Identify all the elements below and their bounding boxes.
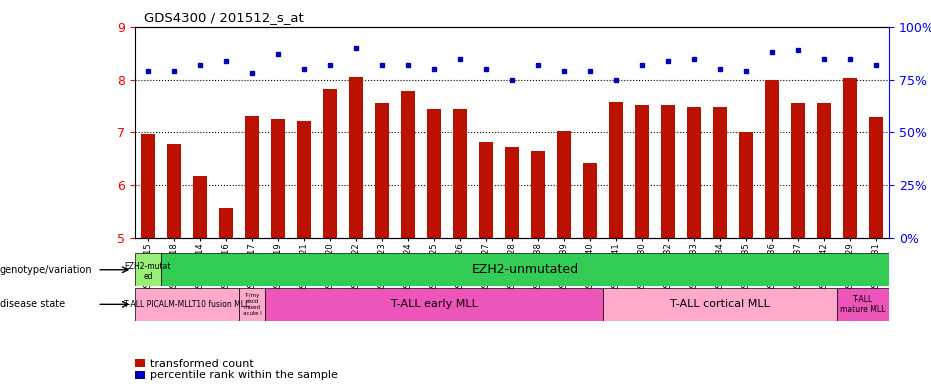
Text: EZH2-unmutated: EZH2-unmutated xyxy=(471,263,578,276)
Bar xyxy=(401,91,415,238)
Bar xyxy=(557,131,572,238)
Bar xyxy=(531,151,546,238)
Bar xyxy=(452,109,467,238)
Bar xyxy=(297,121,311,238)
Text: transformed count: transformed count xyxy=(150,359,253,369)
Bar xyxy=(791,103,805,238)
Bar xyxy=(837,288,889,321)
Bar xyxy=(713,107,727,238)
Bar xyxy=(505,147,519,238)
Bar xyxy=(869,117,884,238)
Bar xyxy=(661,105,675,238)
Bar xyxy=(219,208,233,238)
Bar xyxy=(323,89,337,238)
Bar xyxy=(349,77,363,238)
Bar xyxy=(193,176,208,238)
Bar xyxy=(583,162,597,238)
Bar xyxy=(816,103,831,238)
Text: T-ALL
mature MLL: T-ALL mature MLL xyxy=(841,295,885,314)
Bar xyxy=(479,142,493,238)
Bar xyxy=(739,132,753,238)
Bar xyxy=(603,288,837,321)
Bar xyxy=(141,134,155,238)
Bar xyxy=(427,109,441,238)
Bar xyxy=(687,107,701,238)
Bar xyxy=(265,288,603,321)
Text: disease state: disease state xyxy=(0,299,65,310)
Bar xyxy=(135,253,161,286)
Bar xyxy=(843,78,857,238)
Text: T-ALL cortical MLL: T-ALL cortical MLL xyxy=(670,299,770,310)
Bar xyxy=(765,80,779,238)
Bar xyxy=(271,119,285,238)
Bar xyxy=(239,288,265,321)
Text: T-/my
eloid
mixed
acute l: T-/my eloid mixed acute l xyxy=(243,293,262,316)
Text: GDS4300 / 201512_s_at: GDS4300 / 201512_s_at xyxy=(144,12,304,25)
Bar xyxy=(609,103,623,238)
Bar xyxy=(245,116,259,238)
Text: percentile rank within the sample: percentile rank within the sample xyxy=(150,370,338,380)
Bar xyxy=(167,144,182,238)
Text: EZH2-mutat
ed: EZH2-mutat ed xyxy=(125,262,171,281)
Text: T-ALL PICALM-MLLT10 fusion MLL: T-ALL PICALM-MLLT10 fusion MLL xyxy=(125,300,250,309)
Bar xyxy=(375,103,389,238)
Text: genotype/variation: genotype/variation xyxy=(0,265,92,275)
Bar xyxy=(635,105,649,238)
Text: T-ALL early MLL: T-ALL early MLL xyxy=(391,299,478,310)
Bar xyxy=(135,359,145,367)
Bar xyxy=(135,288,239,321)
Bar xyxy=(135,371,145,379)
